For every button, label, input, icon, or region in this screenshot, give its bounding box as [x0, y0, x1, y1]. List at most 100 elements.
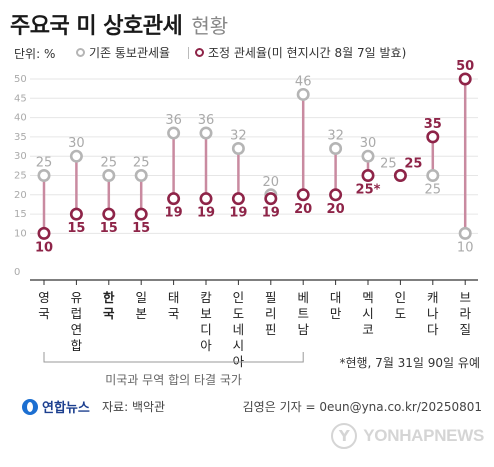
chart-title: 주요국 미 상호관세 현황 — [10, 8, 228, 40]
adjusted-point-2 — [102, 207, 116, 221]
original-point-3 — [134, 169, 148, 183]
watermark-logo-icon: Y — [331, 423, 358, 449]
adjusted-point-12 — [426, 130, 440, 144]
original-label-11: 25 — [380, 157, 397, 172]
y-tick-25: 25 — [14, 171, 27, 182]
original-point-6 — [231, 141, 245, 155]
adjusted-label-12: 35 — [424, 117, 442, 132]
adjusted-label-10: 25* — [356, 183, 381, 198]
adjusted-label-6: 19 — [229, 206, 247, 221]
legend-adjusted-marker-icon — [195, 48, 204, 57]
adjusted-point-4 — [167, 192, 181, 206]
y-tick-35: 35 — [14, 132, 27, 143]
adjusted-label-13: 50 — [456, 59, 474, 74]
watermark-text: YONHAPNEWS — [363, 426, 484, 445]
original-label-9: 32 — [327, 128, 344, 143]
original-label-0: 25 — [36, 156, 53, 171]
original-point-13 — [458, 226, 472, 240]
original-label-2: 25 — [101, 156, 118, 171]
original-label-5: 36 — [198, 113, 215, 128]
yonhap-logo-icon — [22, 398, 38, 415]
unit-label: 단위: % — [14, 47, 56, 61]
adjusted-label-7: 19 — [262, 206, 280, 221]
adjusted-label-3: 15 — [132, 221, 150, 236]
footnote: *현행, 7월 31일 90일 유예 — [339, 356, 480, 370]
watermark: Y YONHAPNEWS — [331, 423, 484, 449]
original-point-5 — [199, 126, 213, 140]
y-tick-40: 40 — [14, 113, 27, 124]
adjusted-label-2: 15 — [100, 221, 118, 236]
adjusted-label-0: 10 — [35, 240, 53, 255]
legend-original-marker-icon — [76, 48, 85, 57]
y-tick-10: 10 — [14, 228, 27, 239]
adjusted-point-5 — [199, 192, 213, 206]
y-tick-15: 15 — [14, 209, 27, 220]
original-label-7: 20 — [263, 175, 280, 190]
adjusted-label-1: 15 — [67, 221, 85, 236]
credit: 김영은 기자 = 0eun@yna.co.kr/20250801 — [242, 400, 482, 414]
brand: 연합뉴스 — [22, 397, 90, 416]
original-point-12 — [426, 169, 440, 183]
original-point-2 — [102, 169, 116, 183]
y-tick-20: 20 — [14, 190, 27, 201]
adjusted-point-8 — [296, 188, 310, 202]
original-label-1: 30 — [68, 136, 85, 151]
y-tick-0: 0 — [14, 267, 20, 278]
title-main: 주요국 미 상호관세 — [10, 14, 183, 39]
original-point-1 — [69, 149, 83, 163]
adjusted-point-13 — [458, 72, 472, 86]
original-point-10 — [361, 149, 375, 163]
original-point-4 — [167, 126, 181, 140]
adjusted-point-6 — [231, 192, 245, 206]
original-point-8 — [296, 87, 310, 101]
adjusted-label-11: 25 — [404, 157, 422, 172]
title-sub: 현황 — [191, 14, 229, 38]
original-label-6: 32 — [230, 128, 247, 143]
legend-adjusted-label: 조정 관세율(미 현지시간 8월 7일 발효) — [208, 46, 407, 60]
original-label-4: 36 — [165, 113, 182, 128]
original-point-9 — [329, 141, 343, 155]
adjusted-label-9: 20 — [327, 202, 345, 217]
original-label-13: 10 — [457, 240, 474, 255]
original-label-10: 30 — [360, 136, 377, 151]
adjusted-point-10 — [361, 169, 375, 183]
y-tick-50: 50 — [14, 74, 27, 85]
adjusted-point-9 — [329, 188, 343, 202]
adjusted-point-1 — [69, 207, 83, 221]
adjusted-point-0 — [37, 226, 51, 240]
adjusted-point-11 — [393, 169, 407, 183]
adjusted-point-3 — [134, 207, 148, 221]
adjusted-label-8: 20 — [294, 202, 312, 217]
legend-adjusted: 조정 관세율(미 현지시간 8월 7일 발효) — [182, 44, 406, 61]
agreement-bracket — [43, 352, 304, 363]
adjusted-label-4: 19 — [165, 206, 183, 221]
original-label-8: 46 — [295, 74, 312, 89]
brand-name: 연합뉴스 — [42, 401, 90, 416]
y-tick-45: 45 — [14, 93, 27, 104]
legend-original-label: 기존 통보관세율 — [89, 46, 171, 60]
original-label-3: 25 — [133, 156, 150, 171]
source: 자료: 백악관 — [102, 400, 166, 414]
y-tick-30: 30 — [14, 151, 27, 162]
original-label-12: 25 — [425, 183, 442, 198]
legend-separator — [188, 46, 189, 59]
original-point-0 — [37, 169, 51, 183]
legend-original: 기존 통보관세율 — [76, 44, 170, 61]
adjusted-point-7 — [264, 192, 278, 206]
agreement-bracket-label: 미국과 무역 합의 타결 국가 — [105, 373, 242, 387]
adjusted-label-5: 19 — [197, 206, 215, 221]
